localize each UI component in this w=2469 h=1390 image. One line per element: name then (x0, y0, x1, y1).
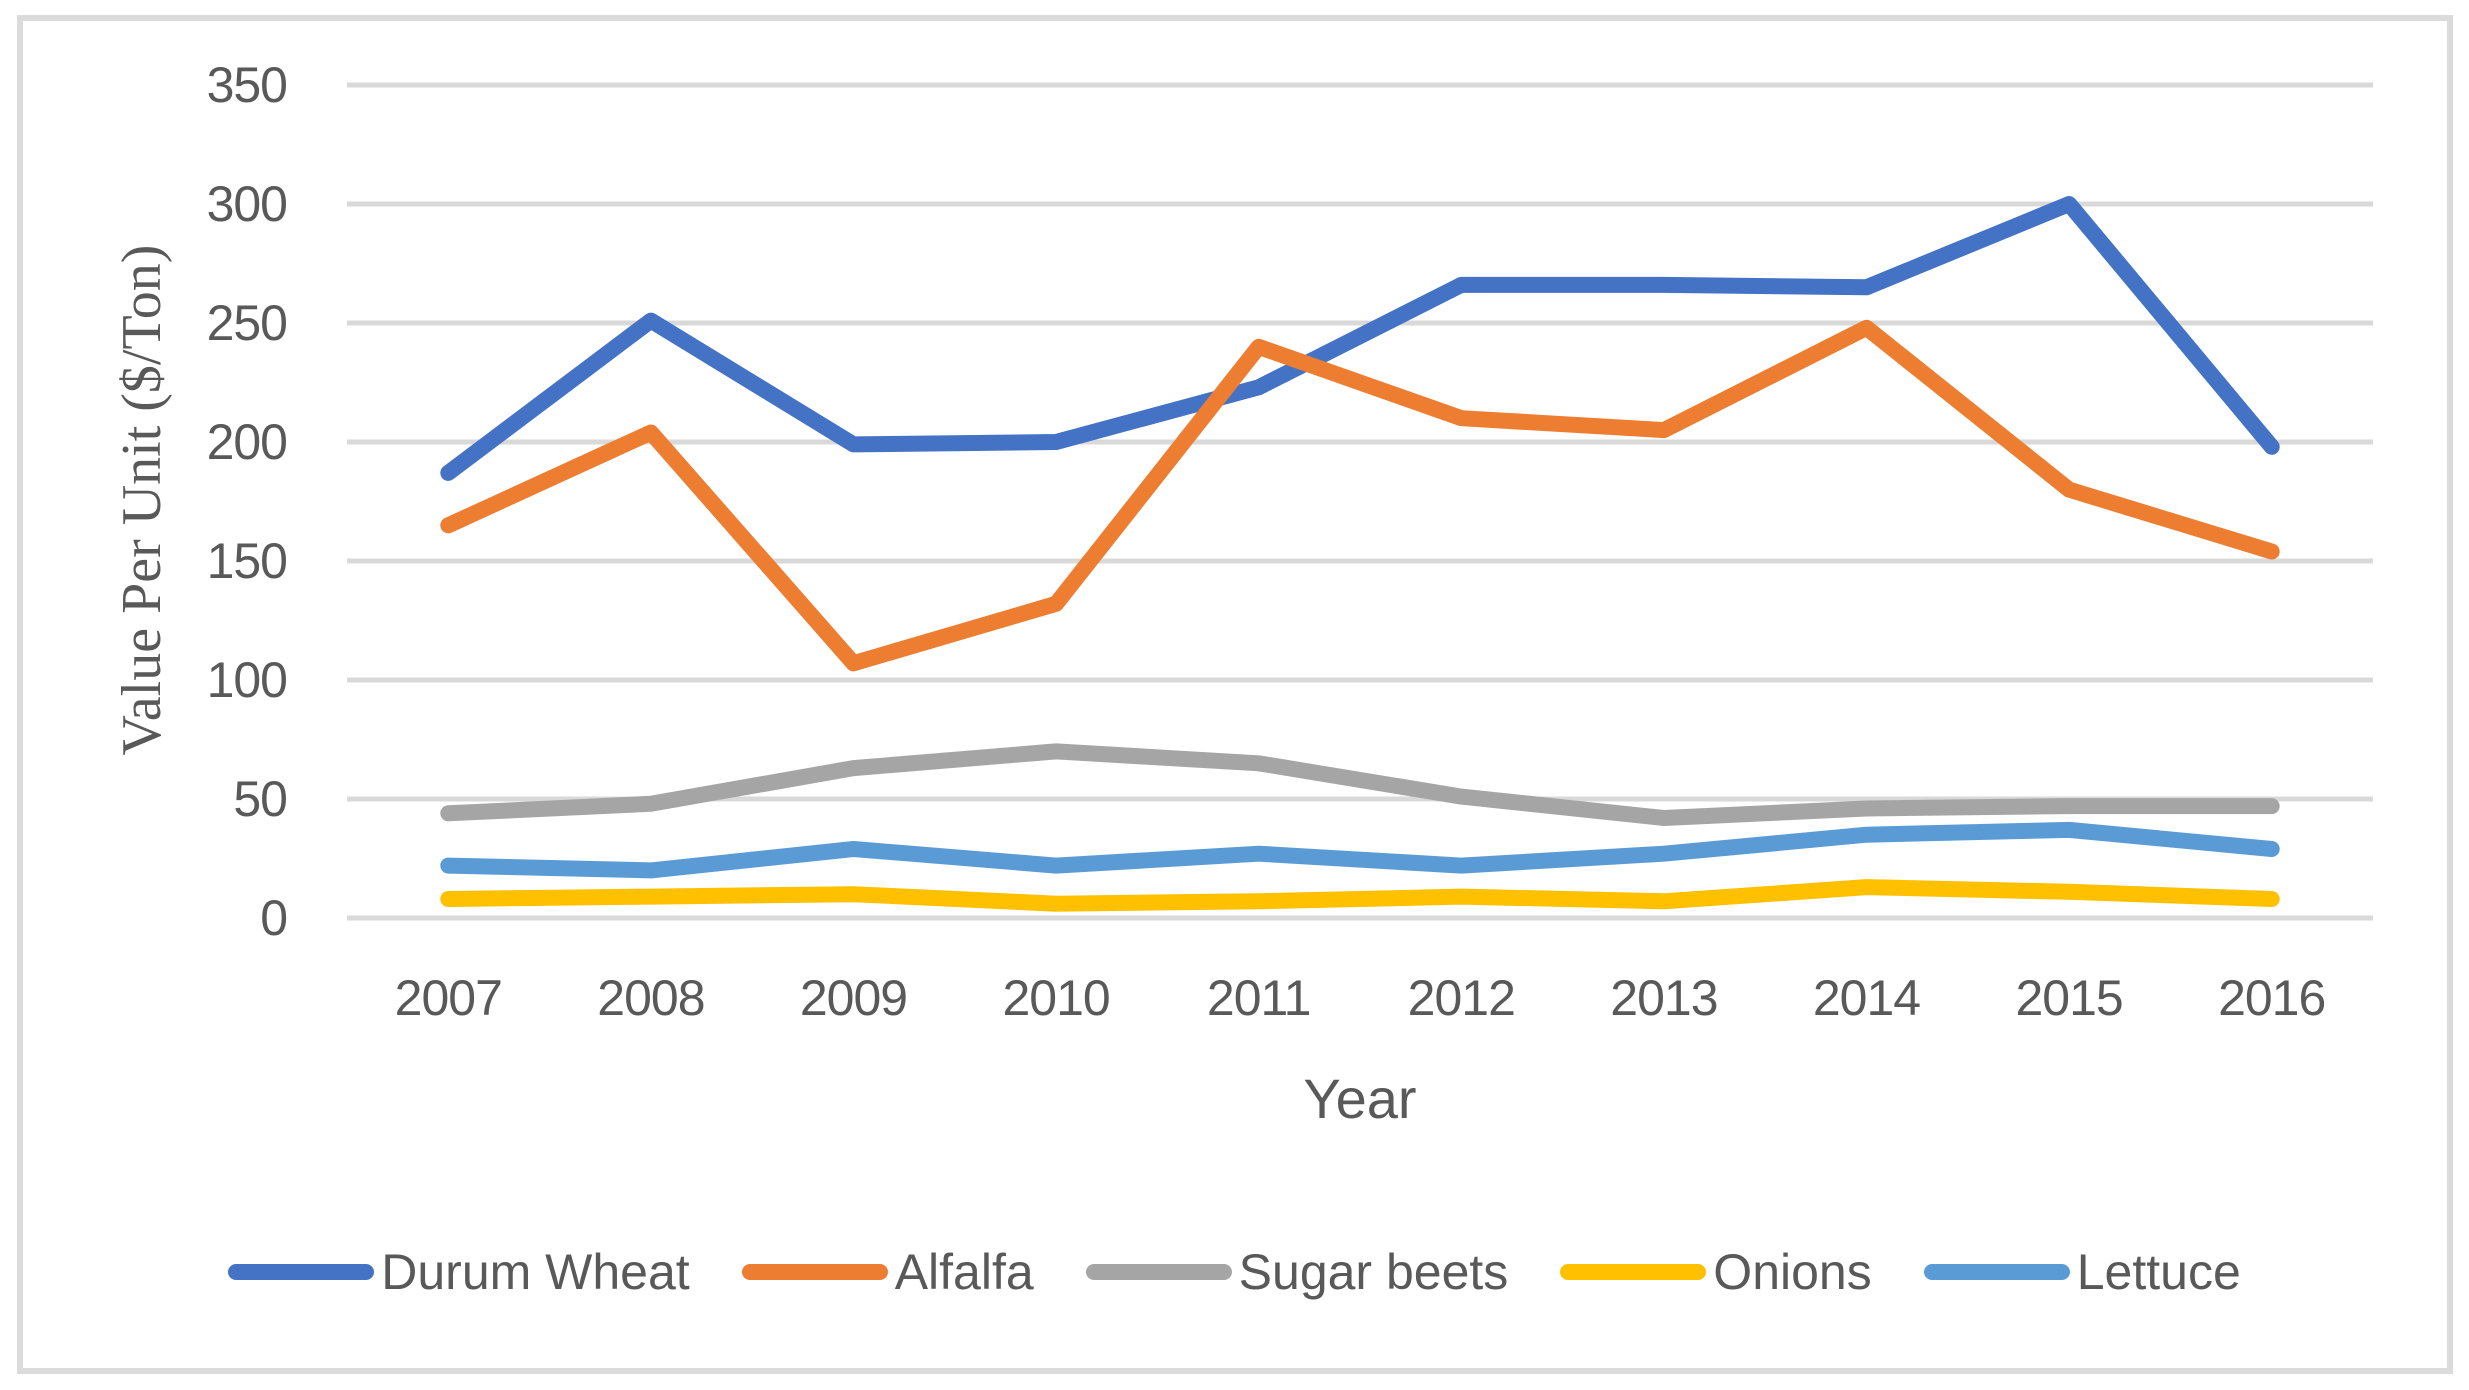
y-tick-label-350: 350 (206, 57, 288, 113)
legend-swatch-sugar-beets (1085, 1264, 1232, 1280)
y-tick-label-250: 250 (206, 295, 288, 351)
x-tick-label-2010: 2010 (1002, 970, 1110, 1026)
x-tick-label-2016: 2016 (2218, 970, 2326, 1026)
legend-swatch-alfalfa (741, 1264, 888, 1280)
legend-item-durum-wheat: Durum Wheat (228, 1244, 690, 1300)
x-tick-label-2009: 2009 (799, 970, 908, 1026)
legend-swatch-lettuce (1923, 1264, 2070, 1280)
y-axis-title: Value Per Unit ($/Ton) (111, 244, 173, 756)
x-tick-label-2007: 2007 (394, 970, 503, 1026)
x-tick-label-2015: 2015 (2015, 970, 2123, 1026)
legend-swatch-durum-wheat (228, 1264, 375, 1280)
y-tick-label-300: 300 (206, 176, 288, 232)
series-lines (440, 196, 2280, 912)
legend-label: Durum Wheat (381, 1244, 690, 1300)
series-line-alfalfa (440, 319, 2280, 672)
legend-item-alfalfa: Alfalfa (741, 1244, 1034, 1300)
y-tick-label-100: 100 (206, 652, 288, 708)
x-axis-title: Year (1303, 1067, 1417, 1130)
legend-label: Lettuce (2076, 1244, 2241, 1300)
y-tick-label-200: 200 (206, 414, 288, 470)
legend-label: Alfalfa (894, 1244, 1034, 1300)
legend-item-sugar-beets: Sugar beets (1085, 1244, 1509, 1300)
series-line-onions (440, 879, 2280, 912)
legend-label: Onions (1713, 1244, 1872, 1300)
x-tick-label-2008: 2008 (597, 970, 705, 1026)
series-line-lettuce (440, 821, 2280, 879)
y-tick-label-50: 50 (233, 771, 288, 827)
y-tick-label-150: 150 (206, 533, 288, 589)
legend: Durum Wheat Alfalfa Sugar beets Onions Lettu… (40, 1244, 2429, 1300)
legend-swatch-onions (1560, 1264, 1707, 1280)
x-tick-label-2011: 2011 (1206, 970, 1312, 1026)
legend-item-lettuce: Lettuce (1923, 1244, 2241, 1300)
x-tick-label-2014: 2014 (1812, 970, 1921, 1026)
legend-label: Sugar beets (1238, 1244, 1509, 1300)
y-tick-label-0: 0 (260, 890, 288, 946)
series-line-durum-wheat (440, 196, 2280, 481)
x-tick-label-2013: 2013 (1610, 970, 1718, 1026)
legend-item-onions: Onions (1560, 1244, 1872, 1300)
x-tick-label-2012: 2012 (1407, 970, 1516, 1026)
series-line-sugar-beets (440, 743, 2280, 826)
